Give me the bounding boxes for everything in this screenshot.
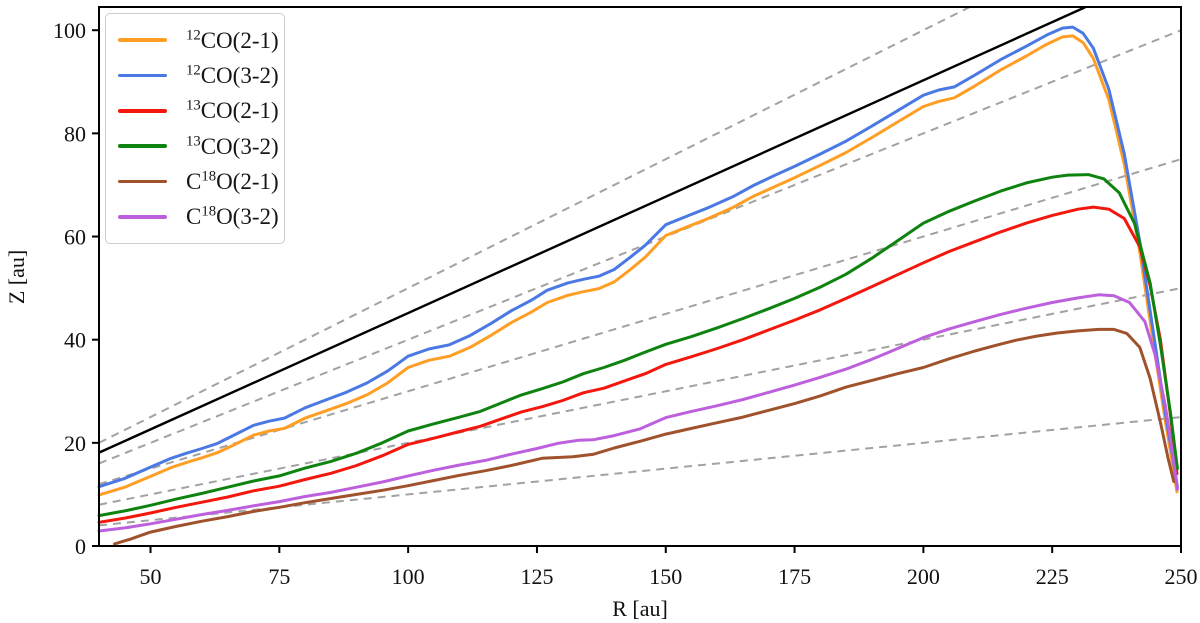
- legend-item-12CO(3-2): 12CO(3-2): [112, 62, 279, 88]
- curve-12CO(2-1): [97, 34, 1179, 497]
- y-tick-label-40: 40: [64, 328, 86, 353]
- x-tick-label-225: 225: [1036, 564, 1069, 589]
- legend-label-13CO(2-1): 13CO(2-1): [186, 97, 279, 124]
- legend-item-C18O(2-1): C18O(2-1): [112, 168, 279, 195]
- zr-guide-0.4: [98, 29, 1182, 465]
- legend-swatch-12CO(2-1): [118, 38, 167, 42]
- legend-label-12CO(3-2): 12CO(3-2): [186, 62, 279, 88]
- x-tick-label-150: 150: [649, 564, 682, 589]
- legend-label-12CO(2-1): 12CO(2-1): [186, 26, 279, 53]
- legend-swatch-13CO(3-2): [118, 144, 167, 148]
- x-tick-label-75: 75: [268, 564, 290, 589]
- legend-swatch-12CO(3-2): [118, 73, 167, 78]
- x-tick-label-175: 175: [778, 564, 811, 589]
- x-tick-label-250: 250: [1165, 564, 1198, 589]
- curve-12CO(3-2): [97, 25, 1179, 489]
- legend-swatch-C18O(2-1): [118, 179, 167, 184]
- y-tick-label-100: 100: [53, 18, 86, 43]
- y-tick-label-60: 60: [64, 225, 86, 250]
- x-tick-label-100: 100: [392, 564, 425, 589]
- legend-label-C18O(2-1): C18O(2-1): [186, 168, 279, 195]
- y-tick-label-20: 20: [64, 431, 86, 456]
- x-tick-label-200: 200: [907, 564, 940, 589]
- curve-13CO(2-1): [97, 205, 1179, 524]
- reference-line: [98, 6, 1086, 454]
- legend-swatch-C18O(3-2): [118, 215, 167, 219]
- legend-item-13CO(3-2): 13CO(3-2): [112, 133, 279, 159]
- legend-item-12CO(2-1): 12CO(2-1): [112, 26, 279, 53]
- emission-surface-curves: [97, 25, 1179, 546]
- plot-frame: [98, 6, 1182, 547]
- legend-swatch-13CO(2-1): [118, 109, 167, 113]
- legend-label-13CO(3-2): 13CO(3-2): [186, 133, 279, 159]
- x-axis-label: R [au]: [612, 596, 668, 621]
- y-tick-label-80: 80: [64, 121, 86, 146]
- legend-item-13CO(2-1): 13CO(2-1): [112, 97, 279, 124]
- legend: 12CO(2-1) 12CO(3-2) 13CO(2-1) 13CO(3-2) C18O…: [105, 13, 285, 244]
- y-axis-label: Z [au]: [4, 250, 29, 304]
- x-tick-label-50: 50: [140, 564, 162, 589]
- curve-C18O(2-1): [113, 327, 1176, 546]
- axis-ticks: [92, 29, 1182, 553]
- axis-tick-labels: 50 75 100 125 150 175 200 225 250 0 20 40 60 80 100: [53, 18, 1198, 589]
- curve-13CO(3-2): [97, 173, 1179, 518]
- legend-item-C18O(3-2): C18O(3-2): [112, 203, 279, 230]
- curve-C18O(3-2): [97, 293, 1179, 533]
- y-tick-label-0: 0: [75, 534, 86, 559]
- zr-guide-0.2: [98, 287, 1182, 506]
- legend-label-C18O(3-2): C18O(3-2): [186, 203, 279, 230]
- x-tick-label-125: 125: [520, 564, 553, 589]
